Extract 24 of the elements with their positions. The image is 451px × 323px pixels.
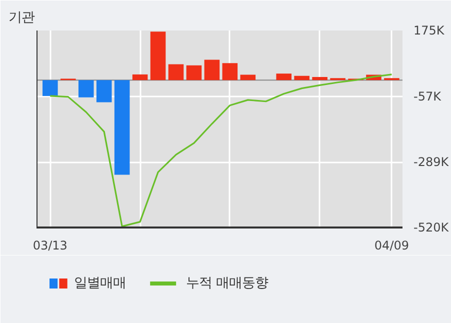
bar — [42, 80, 58, 96]
bar — [240, 74, 256, 80]
bar — [204, 60, 220, 80]
bar — [150, 32, 166, 80]
legend-label: 누적 매매동향 — [186, 276, 268, 291]
bar — [168, 64, 184, 80]
chart-title: 기관 — [8, 10, 34, 26]
y-tick-label: -289K — [414, 155, 450, 170]
y-tick-label: -57K — [414, 89, 442, 104]
bar — [78, 80, 94, 98]
bar — [96, 80, 112, 102]
line-series — [49, 74, 393, 228]
y-tick-label: -520K — [414, 220, 450, 234]
bar — [276, 74, 292, 80]
y-tick-label: 175K — [414, 24, 446, 38]
legend-label: 일별매매 — [74, 276, 126, 291]
bar — [114, 80, 130, 175]
bar — [186, 65, 202, 80]
bar — [132, 74, 148, 80]
bar — [222, 63, 238, 80]
x-tick-label: 03/13 — [32, 238, 68, 252]
x-tick-label: 04/09 — [374, 238, 410, 252]
bar — [294, 76, 310, 80]
bar — [312, 76, 328, 80]
